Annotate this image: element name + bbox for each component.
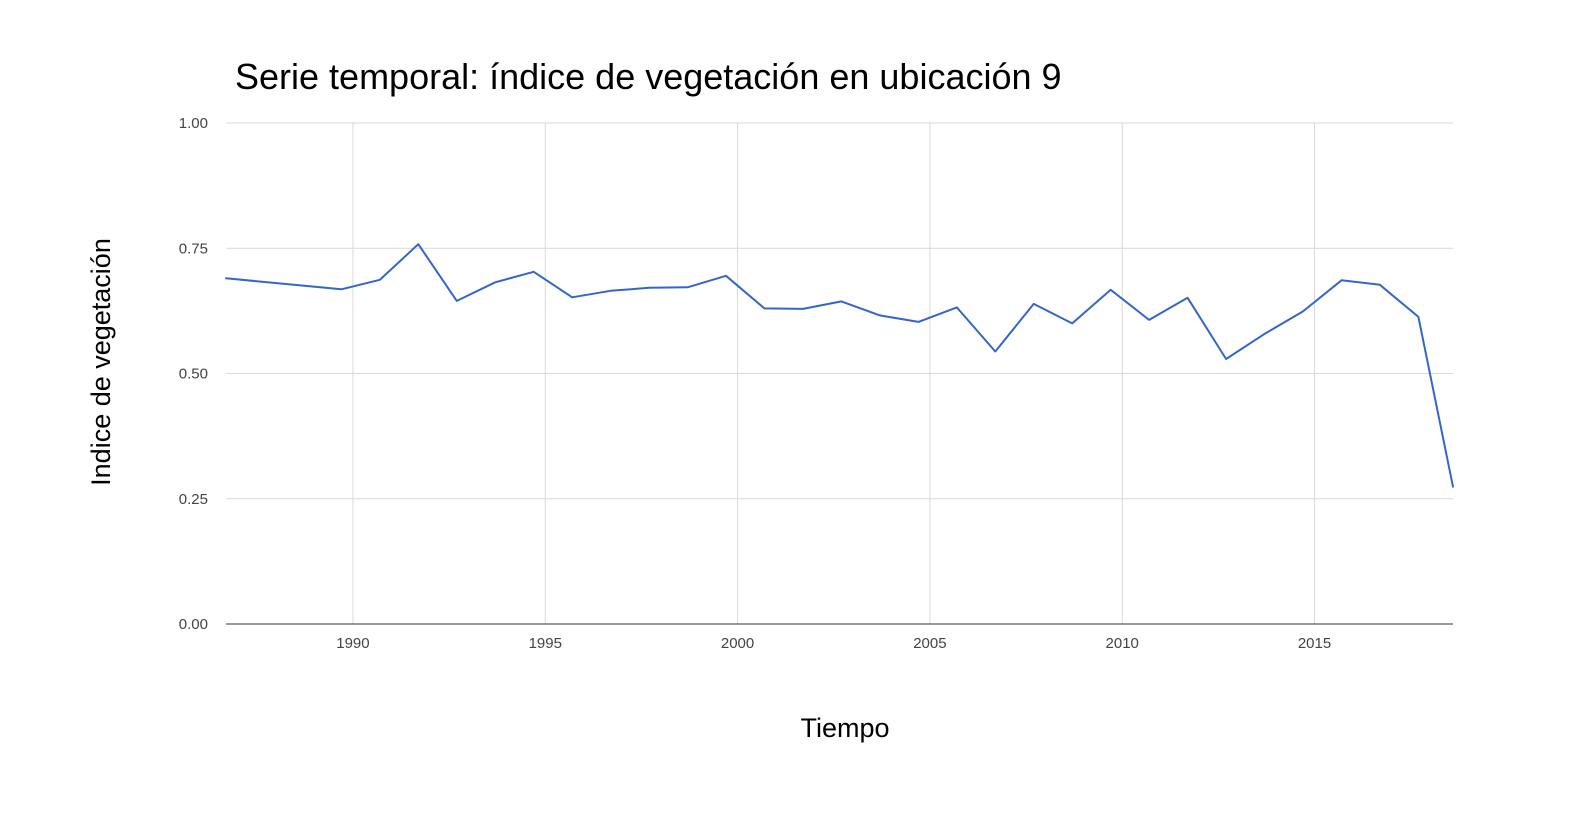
y-tick-label: 0.00 bbox=[179, 616, 208, 633]
data-point bbox=[876, 311, 884, 319]
data-point bbox=[1376, 281, 1384, 289]
data-point bbox=[530, 268, 538, 276]
data-point bbox=[1337, 276, 1345, 284]
axes: 0.00 0.25 0.50 0.75 1.00 1990 1995 2000 2005 2010… bbox=[179, 115, 1453, 652]
data-point bbox=[1261, 330, 1269, 338]
data-point bbox=[760, 304, 768, 312]
data-point bbox=[1184, 294, 1192, 302]
y-tick-label: 1.00 bbox=[179, 115, 208, 132]
data-point bbox=[607, 287, 615, 295]
data-point bbox=[837, 297, 845, 305]
x-tick-label: 2005 bbox=[913, 635, 946, 652]
data-point bbox=[1414, 313, 1422, 321]
data-point bbox=[1449, 483, 1457, 491]
y-axis-title: Indice de vegetación bbox=[86, 238, 116, 486]
x-tick-label: 1995 bbox=[529, 635, 562, 652]
x-axis-title: Tiempo bbox=[800, 713, 889, 743]
data-point bbox=[991, 347, 999, 355]
data-point bbox=[684, 283, 692, 291]
series-layer bbox=[222, 240, 1457, 491]
y-tick-label: 0.75 bbox=[179, 240, 208, 257]
data-point bbox=[799, 305, 807, 313]
data-point bbox=[337, 285, 345, 293]
x-tick-label: 2010 bbox=[1106, 635, 1139, 652]
data-point bbox=[953, 303, 961, 311]
data-point bbox=[222, 274, 230, 282]
data-point bbox=[568, 293, 576, 301]
x-tick-label: 1990 bbox=[336, 635, 369, 652]
data-point bbox=[414, 240, 422, 248]
data-point bbox=[1068, 319, 1076, 327]
x-tick-label: 2000 bbox=[721, 635, 754, 652]
y-tick-label: 0.25 bbox=[179, 491, 208, 508]
data-point bbox=[491, 278, 499, 286]
data-point bbox=[1030, 300, 1038, 308]
data-point bbox=[453, 297, 461, 305]
data-point bbox=[1145, 316, 1153, 324]
data-point bbox=[376, 276, 384, 284]
chart-title: Serie temporal: índice de vegetación en … bbox=[235, 56, 1062, 97]
data-point bbox=[1107, 286, 1115, 294]
y-tick-label: 0.50 bbox=[179, 366, 208, 383]
grid-lines bbox=[226, 122, 1453, 624]
x-tick-label: 2015 bbox=[1298, 635, 1331, 652]
data-point bbox=[914, 318, 922, 326]
series-line bbox=[225, 243, 1454, 488]
data-point bbox=[1222, 355, 1230, 363]
data-point bbox=[722, 272, 730, 280]
data-point bbox=[1299, 307, 1307, 315]
data-point bbox=[645, 284, 653, 292]
